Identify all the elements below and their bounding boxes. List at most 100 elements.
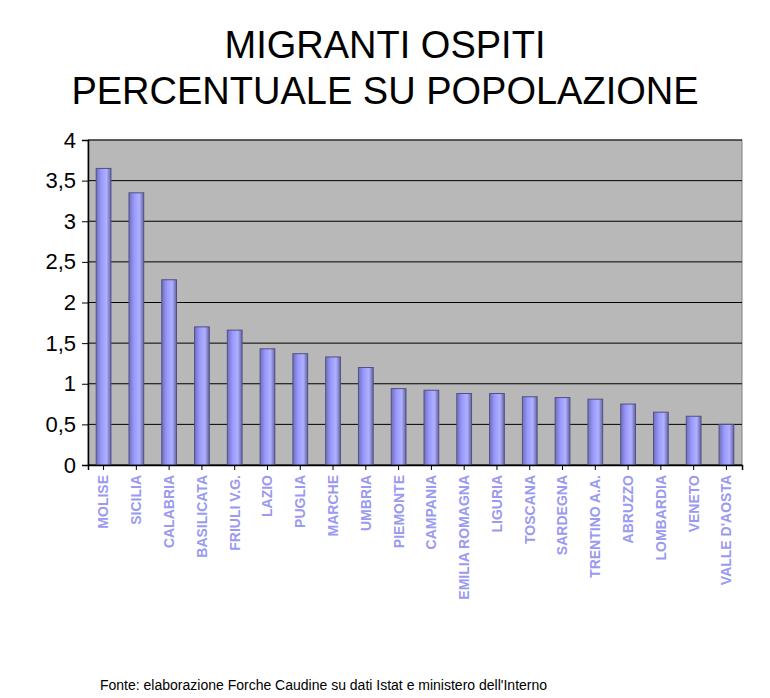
x-tick-label: MARCHE <box>325 475 341 536</box>
x-tick: MARCHE <box>325 465 341 536</box>
y-tick: 2,5 <box>45 249 88 274</box>
y-tick: 3 <box>64 209 88 234</box>
y-tick-label: 2 <box>64 290 76 315</box>
bar <box>424 390 439 465</box>
y-tick: 4 <box>64 128 88 153</box>
bar <box>719 424 734 465</box>
x-tick-mark <box>300 465 301 470</box>
y-tick-label: 3,5 <box>45 168 76 193</box>
y-tick-label: 0,5 <box>45 412 76 437</box>
x-tick-label: LIGURIA <box>489 475 505 533</box>
bar <box>358 368 373 466</box>
y-tick-mark <box>82 465 88 466</box>
x-tick-mark <box>529 465 530 470</box>
x-tick: TRENTINO A.A. <box>587 465 603 578</box>
y-tick-mark <box>82 221 88 222</box>
bar <box>588 399 603 465</box>
grid-line <box>88 383 742 384</box>
bar <box>490 394 505 466</box>
x-tick-mark <box>431 465 432 470</box>
x-tick: VALLE D'AOSTA <box>718 465 734 585</box>
bar <box>391 389 406 465</box>
x-tick: PIEMONTE <box>391 465 407 548</box>
bar <box>326 357 341 465</box>
x-tick-label: FRIULI V.G. <box>227 475 243 551</box>
x-tick: EMILIA ROMAGNA <box>456 465 472 600</box>
x-tick-label: BASILICATA <box>194 475 210 558</box>
grid <box>88 140 742 465</box>
x-tick-label: LOMBARDIA <box>653 475 669 561</box>
x-tick: PUGLIA <box>292 465 308 528</box>
bar <box>260 349 275 465</box>
y-axis: 0 0,5 1 1,5 2 2,5 3 3,5 4 <box>45 128 88 478</box>
x-tick: VENETO <box>686 465 702 532</box>
x-tick-mark <box>103 465 104 470</box>
x-tick-label: VALLE D'AOSTA <box>718 475 734 585</box>
y-tick-label: 0 <box>64 453 76 478</box>
bar <box>227 330 242 465</box>
x-tick: FRIULI V.G. <box>227 465 243 551</box>
x-tick-mark <box>398 465 399 470</box>
subtitle: PERCENTUALE SU POPOLAZIONE <box>71 70 698 112</box>
x-tick-mark <box>628 465 629 470</box>
y-tick-mark <box>82 384 88 385</box>
y-tick: 1,5 <box>45 331 88 356</box>
plot-background <box>88 140 742 465</box>
x-tick-mark <box>660 465 661 470</box>
x-tick: CALABRIA <box>161 465 177 548</box>
x-tick-mark <box>267 465 268 470</box>
chart: MIGRANTI OSPITIPERCENTUALE SU POPOLAZION… <box>0 0 770 698</box>
y-tick-mark <box>82 303 88 304</box>
x-tick-label: ABRUZZO <box>620 475 636 544</box>
x-tick-mark <box>365 465 366 470</box>
x-tick-label: CALABRIA <box>161 475 177 548</box>
x-tick-mark <box>136 465 137 470</box>
x-tick: TOSCANA <box>522 465 538 544</box>
bar <box>653 412 668 465</box>
title: MIGRANTI OSPITI <box>225 24 546 66</box>
y-axis-line <box>82 141 89 466</box>
y-tick-label: 1,5 <box>45 331 76 356</box>
bar <box>457 394 472 466</box>
x-tick: MOLISE <box>95 465 111 529</box>
y-tick-label: 1 <box>64 371 76 396</box>
x-tick-mark <box>562 465 563 470</box>
y-tick: 1 <box>64 371 88 396</box>
x-tick: SICILIA <box>128 465 144 525</box>
x-tick: SARDEGNA <box>554 465 570 555</box>
grid-line <box>88 424 742 425</box>
x-tick: CAMPANIA <box>423 465 439 549</box>
y-tick-mark <box>82 424 88 425</box>
x-tick-label: PUGLIA <box>292 475 308 528</box>
x-tick-mark <box>693 465 694 470</box>
x-tick-label: VENETO <box>686 475 702 532</box>
grid-line <box>88 343 742 344</box>
x-tick: ABRUZZO <box>620 465 636 543</box>
y-tick-mark <box>82 181 88 182</box>
x-tick: LIGURIA <box>489 465 505 533</box>
bar <box>621 404 636 465</box>
x-tick-mark <box>234 465 235 470</box>
grid-line <box>88 221 742 222</box>
y-tick-label: 2,5 <box>45 249 76 274</box>
bars <box>96 168 734 465</box>
x-tick: LAZIO <box>259 465 275 517</box>
x-tick-mark <box>169 465 170 470</box>
y-tick-label: 4 <box>64 128 76 153</box>
y-tick-mark <box>82 140 88 141</box>
x-tick: BASILICATA <box>194 465 210 558</box>
bar <box>195 327 210 465</box>
y-tick: 0 <box>64 453 88 478</box>
x-tick-mark <box>201 465 202 470</box>
grid-line <box>88 261 742 262</box>
x-tick-label: SARDEGNA <box>554 475 570 555</box>
bar <box>555 398 570 465</box>
x-tick-label: PIEMONTE <box>391 475 407 548</box>
x-tick-mark <box>496 465 497 470</box>
y-tick-mark <box>82 343 88 344</box>
bar <box>129 193 144 465</box>
grid-line <box>88 140 742 141</box>
bar <box>96 168 111 465</box>
x-tick-label: TOSCANA <box>522 475 538 544</box>
x-tick-mark <box>333 465 334 470</box>
